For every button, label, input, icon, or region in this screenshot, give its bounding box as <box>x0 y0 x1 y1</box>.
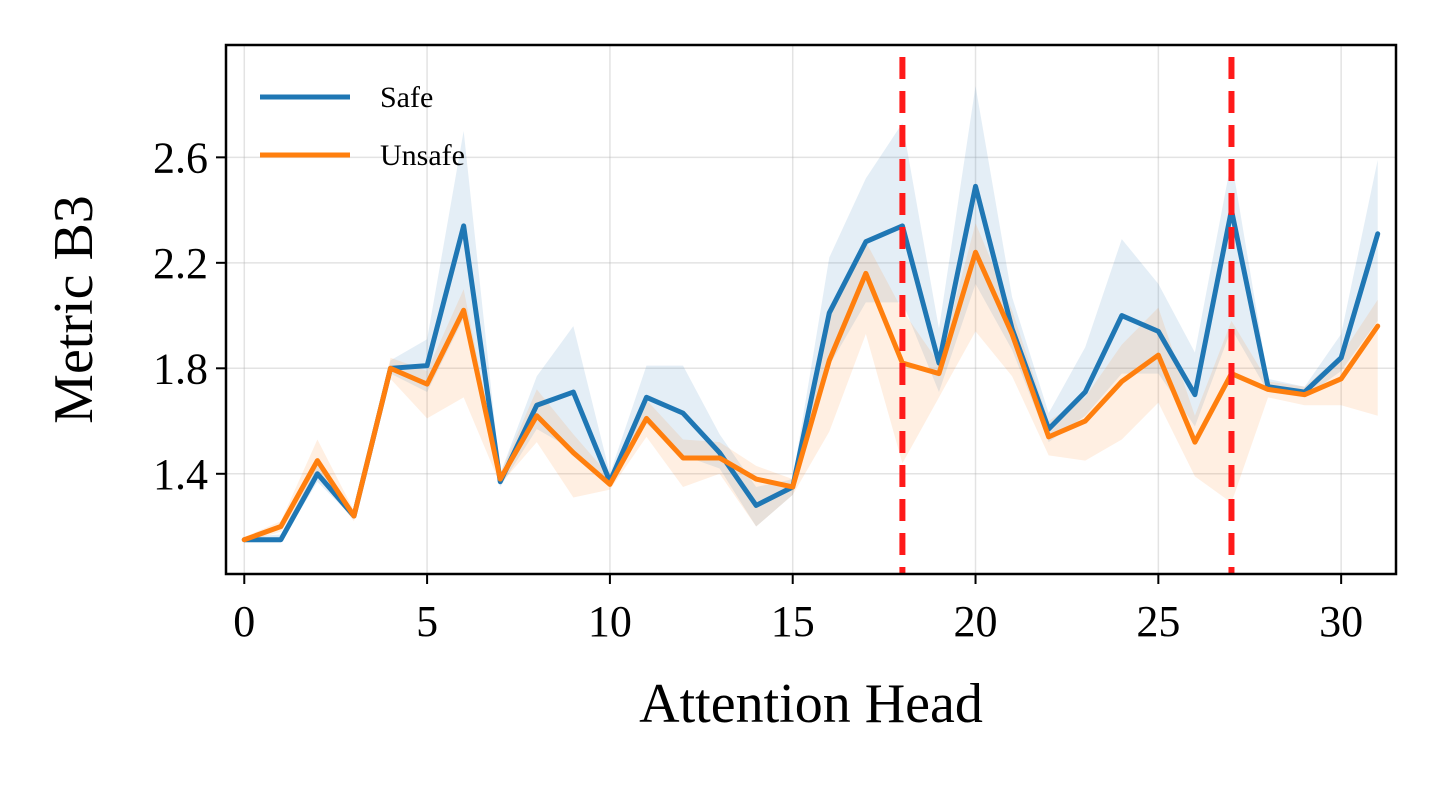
x-tick-label-10: 10 <box>588 597 632 646</box>
legend-label-safe: Safe <box>380 81 433 114</box>
y-tick-label-0: 1.4 <box>153 450 208 499</box>
x-tick-label-5: 5 <box>416 597 438 646</box>
y-tick-label-1: 1.8 <box>153 344 208 393</box>
x-tick-label-30: 30 <box>1319 597 1363 646</box>
y-tick-label-2: 2.2 <box>153 239 208 288</box>
y-axis-title: Metric B3 <box>43 195 105 424</box>
x-tick-label-20: 20 <box>954 597 998 646</box>
y-tick-label-3: 2.6 <box>153 133 208 182</box>
x-axis-title: Attention Head <box>639 673 983 735</box>
legend: Safe Unsafe <box>260 81 465 172</box>
x-tick-label-25: 25 <box>1136 597 1180 646</box>
legend-label-unsafe: Unsafe <box>380 139 465 172</box>
x-tick-label-15: 15 <box>771 597 815 646</box>
x-tick-label-0: 0 <box>233 597 255 646</box>
